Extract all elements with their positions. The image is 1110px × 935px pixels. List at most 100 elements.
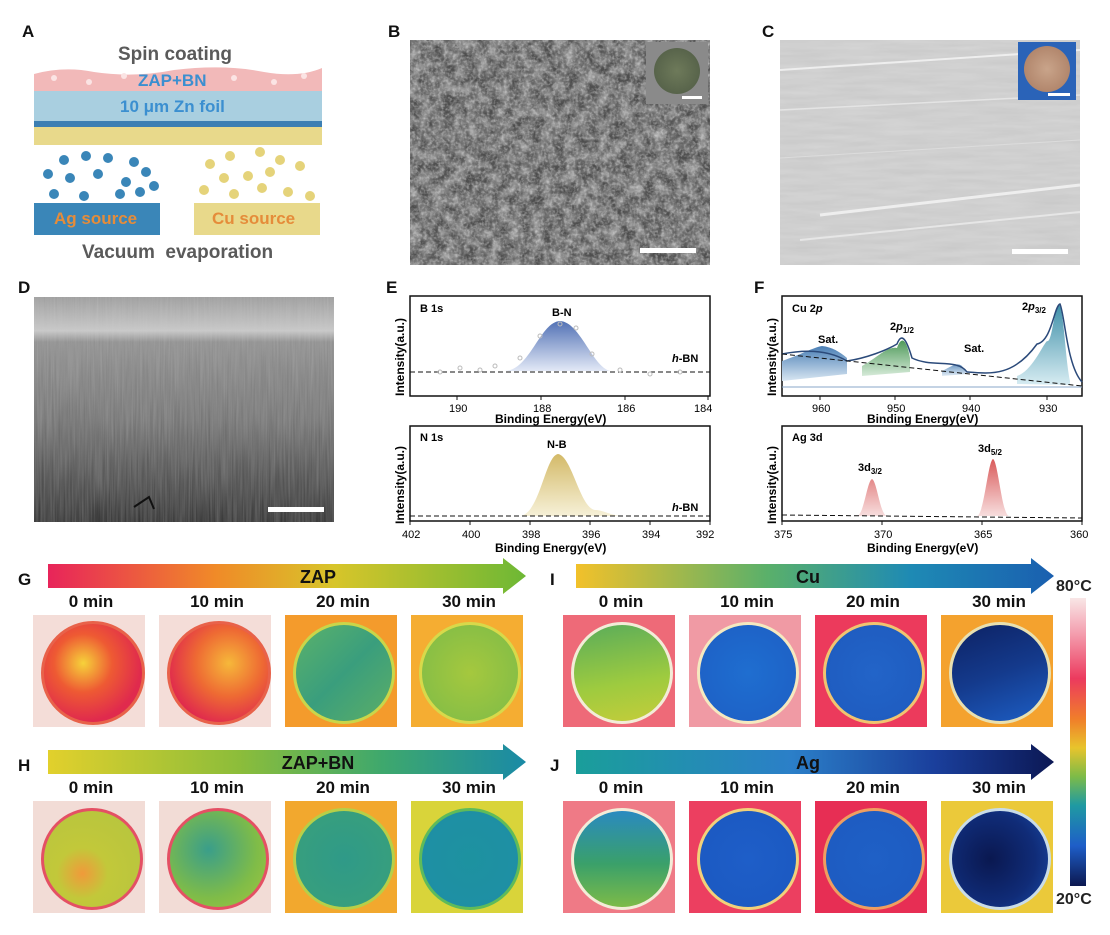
tick-label: 188 [533,403,551,415]
cu-source-block [194,203,320,235]
thermal-image-zap-bn-10min [159,801,271,913]
thermal-image-zap-0min [33,615,145,727]
xps-n1s-frame [409,425,711,522]
time-label: 30 min [972,778,1026,797]
tick-label: 370 [874,529,892,541]
y-axis-label: Intensity(a.u.) [393,318,407,396]
thermal-image-zap-30min [411,615,523,727]
tick-label: 360 [1070,529,1088,541]
thermal-image-cu-30min [941,615,1053,727]
raw-data-points [437,321,683,377]
time-label: 30 min [442,778,496,797]
y-axis-label: Intensity(a.u.) [765,318,779,396]
thermal-image-ag-20min [815,801,927,913]
xps-panel-e: 190 188 186 184 Binding Energy(eV) Inten… [393,295,714,555]
thermal-image-zap-10min [159,615,271,727]
spin-coating-text: Spin coating [118,44,232,65]
evaporation-particles [43,147,315,201]
time-label: 0 min [68,592,114,611]
sat-label: Sat. [964,343,984,355]
d52-label: 3d5/2 [978,443,1003,457]
element-label: N 1s [420,432,443,444]
time-label: 30 min [972,592,1026,611]
tick-label: 398 [522,529,540,541]
y-axis-label: Intensity(a.u.) [765,446,779,524]
tick-label: 396 [582,529,600,541]
xps-panel-f: 960 950 940 930 Binding Energy(eV) Inten… [765,295,1088,555]
arrow-cu: Cu [576,558,1054,594]
tick-label: 960 [812,403,830,415]
arrow-label: Cu [796,567,820,587]
scale-bar [1012,249,1068,254]
x-axis-label: Binding Energy(eV) [495,541,606,555]
tick-label: 190 [449,403,467,415]
panel-label-b: B [388,22,401,41]
panel-label-e: E [386,278,398,297]
xps-b1s-frame [409,295,711,397]
colorbar-min-label: 20°C [1056,891,1092,908]
panel-label-f: F [754,278,765,297]
p32-label: 2p3/2 [1022,301,1047,315]
cross-section-texture [34,297,334,522]
arrow-label: ZAP [300,567,336,587]
ref-label: h-BN [672,353,698,365]
arrow-zap-bn: ZAP+BN [48,744,526,780]
panel-label-c: C [762,22,775,41]
layer-stack [34,67,322,145]
tick-label: 950 [887,403,905,415]
thermal-image-ag-10min [689,801,801,913]
cu-photo-inset [1018,42,1076,100]
tick-label: 186 [617,403,635,415]
xps-ag3d-frame [781,425,1083,522]
p12-label: 2p1/2 [890,321,915,335]
y-axis-label: Intensity(a.u.) [393,446,407,524]
n-b-peak [410,454,710,516]
colorbar-max-label: 80°C [1056,578,1092,595]
sem-image-cu [780,40,1080,265]
time-label: 10 min [720,778,774,797]
panel-label-d: D [18,278,31,297]
arrow-label: Ag [796,753,820,773]
element-label: B 1s [420,303,443,315]
cu-sat-peak-2 [942,364,967,376]
arrow-label: ZAP+BN [282,753,355,773]
f-bottom-ticks [781,521,1083,525]
cu-envelope-fit [781,303,1083,383]
ag-peaks [782,459,1082,516]
x-axis-label: Binding Energy(eV) [495,412,606,426]
tick-label: 375 [774,529,792,541]
sem-image-zap-bn [410,40,710,265]
thermal-image-ag-0min [563,801,675,913]
scale-bar [640,248,696,253]
sem-cross-section [34,297,334,522]
f-top-ticks [819,396,1048,400]
thermal-image-ag-30min [941,801,1053,913]
tick-label: 402 [402,529,420,541]
time-label: 20 min [316,592,370,611]
vacuum-evaporation-text: Vacuum evaporation [82,242,274,263]
thermal-image-cu-10min [689,615,801,727]
x-axis-label: Binding Energy(eV) [867,541,978,555]
cu-2p12-peak [862,340,910,376]
tick-label: 392 [696,529,714,541]
thermal-image-zap-bn-30min [411,801,523,913]
time-label: 10 min [190,592,244,611]
peak-label: N-B [547,439,567,451]
tick-label: 400 [462,529,480,541]
tick-label: 365 [974,529,992,541]
temperature-colorbar [1070,598,1086,886]
element-label: Cu 2p [792,303,823,315]
panel-label-h: H [18,756,31,775]
x-axis-label: Binding Energy(eV) [867,412,978,426]
time-label: 20 min [846,778,900,797]
panel-label-g: G [18,570,32,589]
time-label: 0 min [598,778,644,797]
peak-label: B-N [552,307,572,319]
panel-label-a: A [22,22,35,41]
time-label: 0 min [68,778,114,797]
element-label: Ag 3d [792,432,823,444]
ref-label: h-BN [672,502,698,514]
zap-bn-layer-label: ZAP+BN [138,71,207,90]
sample-photo-inset [646,42,708,104]
xps-cu2p-frame [781,295,1083,397]
